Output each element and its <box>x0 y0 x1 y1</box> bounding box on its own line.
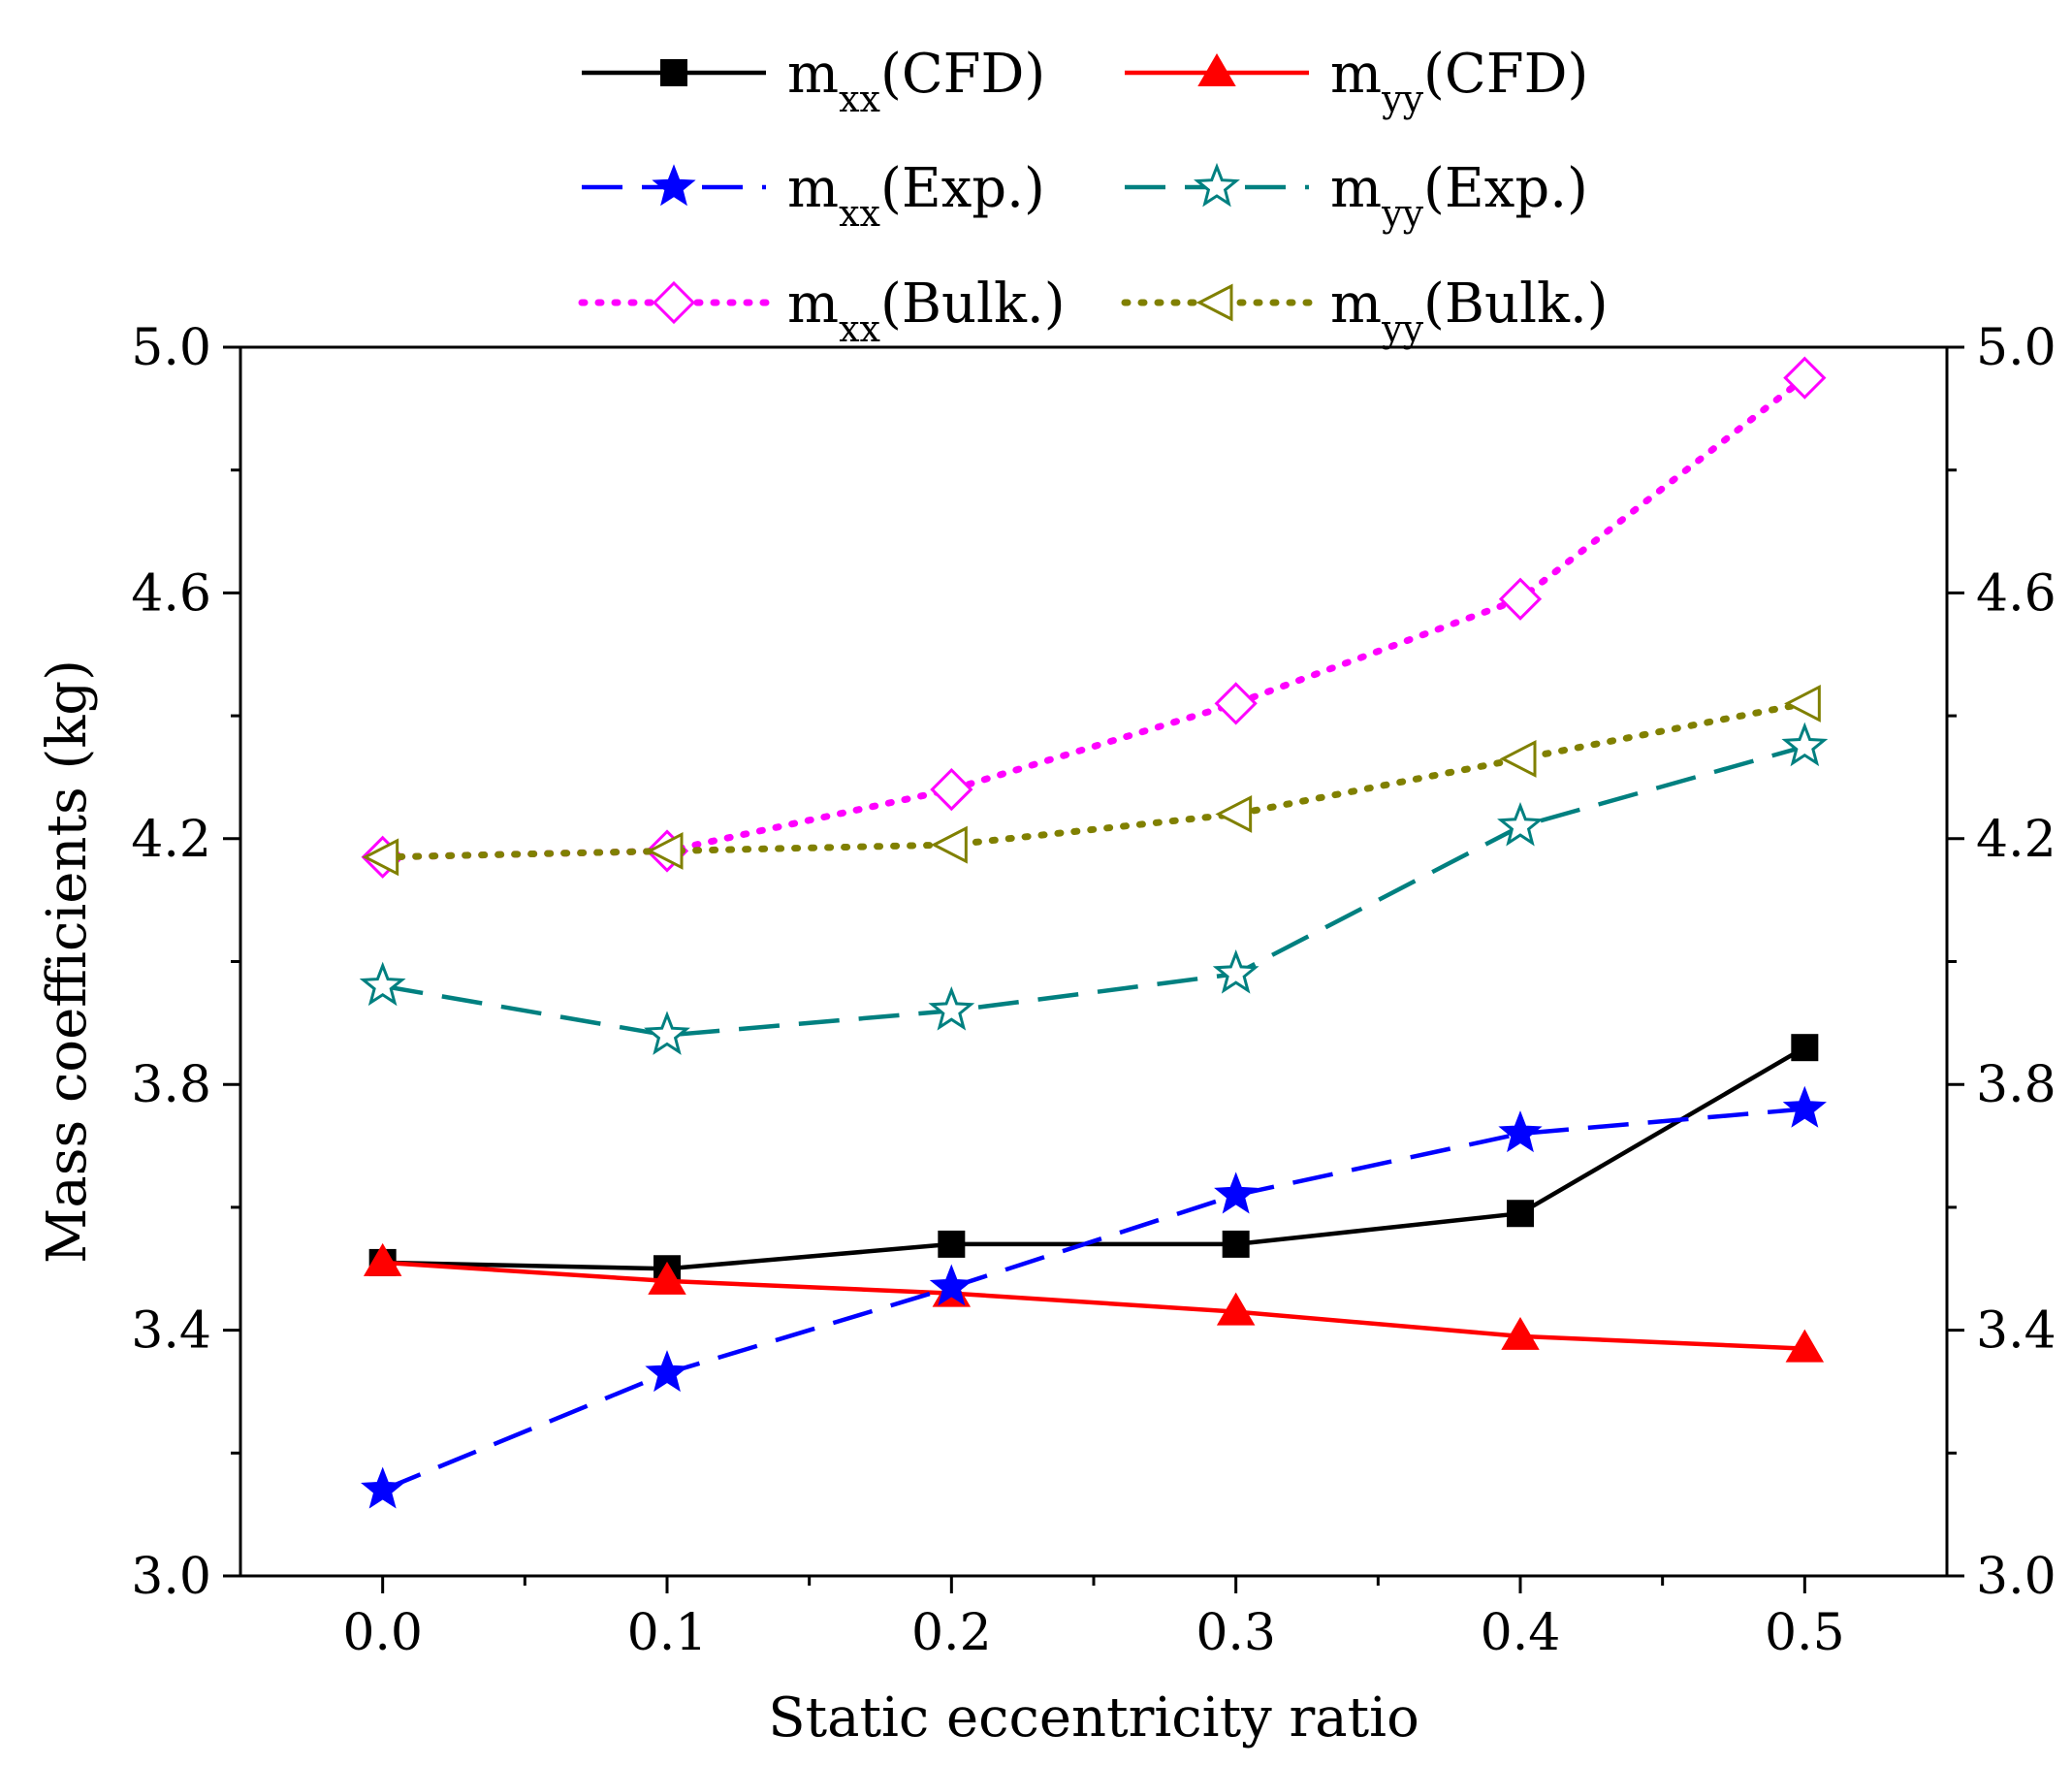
y-tick-label-left: 5.0 <box>131 319 211 377</box>
y-tick-label-right: 3.0 <box>1976 1548 2056 1606</box>
y-tick-label-left: 3.8 <box>131 1056 211 1114</box>
data-point <box>931 825 968 864</box>
series-layer <box>359 356 1829 1509</box>
legend-entry: myy(Bulk.) <box>1121 273 1609 350</box>
x-tick-label: 0.5 <box>1765 1604 1845 1662</box>
legend-marker <box>1197 53 1236 86</box>
legend-label: myy(CFD) <box>1330 43 1588 120</box>
y-tick-label-right: 3.4 <box>1976 1302 2056 1361</box>
data-point <box>1214 682 1258 725</box>
x-tick-label: 0.2 <box>911 1604 992 1662</box>
series-line <box>382 1045 1806 1271</box>
legend-marker <box>1195 283 1233 322</box>
legend-entry: mxx(CFD) <box>582 43 1045 120</box>
legend-marker <box>660 59 687 86</box>
data-point <box>644 1011 690 1055</box>
data-point <box>359 961 406 1007</box>
data-point <box>938 1230 966 1258</box>
legend-label: mxx(CFD) <box>787 43 1045 120</box>
legend-entry: myy(Exp.) <box>1125 157 1588 235</box>
series-line <box>379 699 1808 861</box>
x-axis-title: Static eccentricity ratio <box>768 1686 1419 1750</box>
y-tick-label-right: 4.2 <box>1976 811 2056 869</box>
legend-entry: myy(CFD) <box>1125 43 1588 120</box>
data-point <box>363 1242 402 1276</box>
series-line <box>382 744 1805 1038</box>
data-point <box>648 1261 686 1295</box>
series-0 <box>368 1034 1819 1283</box>
x-tick-label: 0.1 <box>627 1604 708 1662</box>
x-tick-label: 0.3 <box>1195 1604 1276 1662</box>
data-point <box>1783 356 1827 400</box>
data-point <box>1215 794 1253 833</box>
data-point <box>646 832 684 870</box>
series-line <box>379 374 1808 861</box>
ticks <box>223 345 1964 1593</box>
y-tick-label-right: 3.8 <box>1976 1056 2056 1114</box>
data-point <box>362 838 399 877</box>
y-axis-title: Mass coefficients (kg) <box>36 659 99 1264</box>
data-point <box>645 1350 689 1393</box>
data-point <box>929 1264 973 1306</box>
data-point <box>1497 801 1544 847</box>
series-4 <box>361 356 1827 879</box>
y-tick-label-right: 4.6 <box>1976 564 2056 623</box>
data-point <box>1222 1230 1250 1258</box>
tick-labels: 0.0 0.1 0.2 0.3 0.4 0.5 3.0 3.0 3.4 3.4 3.8 3.8 4.2 4… <box>131 319 2056 1662</box>
data-point <box>1498 1110 1543 1153</box>
x-tick-label: 0.4 <box>1481 1604 1561 1662</box>
data-point <box>1499 739 1537 778</box>
data-point <box>928 986 975 1031</box>
data-point <box>1501 1316 1540 1350</box>
series-2 <box>361 1085 1827 1509</box>
data-point <box>1507 1200 1534 1228</box>
legend-marker <box>652 280 696 325</box>
series-line <box>381 1107 1805 1493</box>
plot-frame <box>239 345 1949 1578</box>
legend-marker <box>1194 162 1240 208</box>
legend-label: mxx(Bulk.) <box>787 273 1066 350</box>
data-point <box>1781 722 1829 767</box>
legend-entry: mxx(Exp.) <box>582 157 1045 235</box>
data-point <box>1785 1329 1825 1363</box>
y-tick-label-right: 5.0 <box>1976 319 2056 377</box>
y-tick-label-left: 3.0 <box>131 1548 211 1606</box>
y-tick-label-left: 4.6 <box>131 564 211 623</box>
series-1 <box>363 1242 1825 1363</box>
data-point <box>930 767 973 812</box>
y-tick-label-left: 3.4 <box>131 1302 211 1361</box>
axes: 0.0 0.1 0.2 0.3 0.4 0.5 3.0 3.0 3.4 3.4 3.8 3.8 4.2 4… <box>36 319 2056 1750</box>
legend-marker <box>652 164 696 207</box>
legend-label: myy(Bulk.) <box>1330 273 1609 350</box>
series-line <box>382 1260 1805 1351</box>
legend: mxx(CFD) myy(CFD) mxx(Exp.) myy(Exp.) mxx(Bu… <box>578 43 1609 350</box>
series-3 <box>359 722 1829 1055</box>
legend-label: myy(Exp.) <box>1330 157 1588 235</box>
data-point <box>1214 1172 1259 1214</box>
x-tick-label: 0.0 <box>342 1604 423 1662</box>
data-point <box>361 1466 405 1509</box>
data-point <box>1784 684 1821 722</box>
series-5 <box>362 684 1821 877</box>
legend-label: mxx(Exp.) <box>787 157 1045 235</box>
data-point <box>1791 1034 1819 1062</box>
y-tick-label-left: 4.2 <box>131 811 211 869</box>
data-point <box>1782 1085 1827 1128</box>
legend-entry: mxx(Bulk.) <box>578 273 1066 350</box>
data-point <box>1212 949 1259 994</box>
data-point <box>1498 577 1543 621</box>
data-point <box>1216 1292 1256 1326</box>
